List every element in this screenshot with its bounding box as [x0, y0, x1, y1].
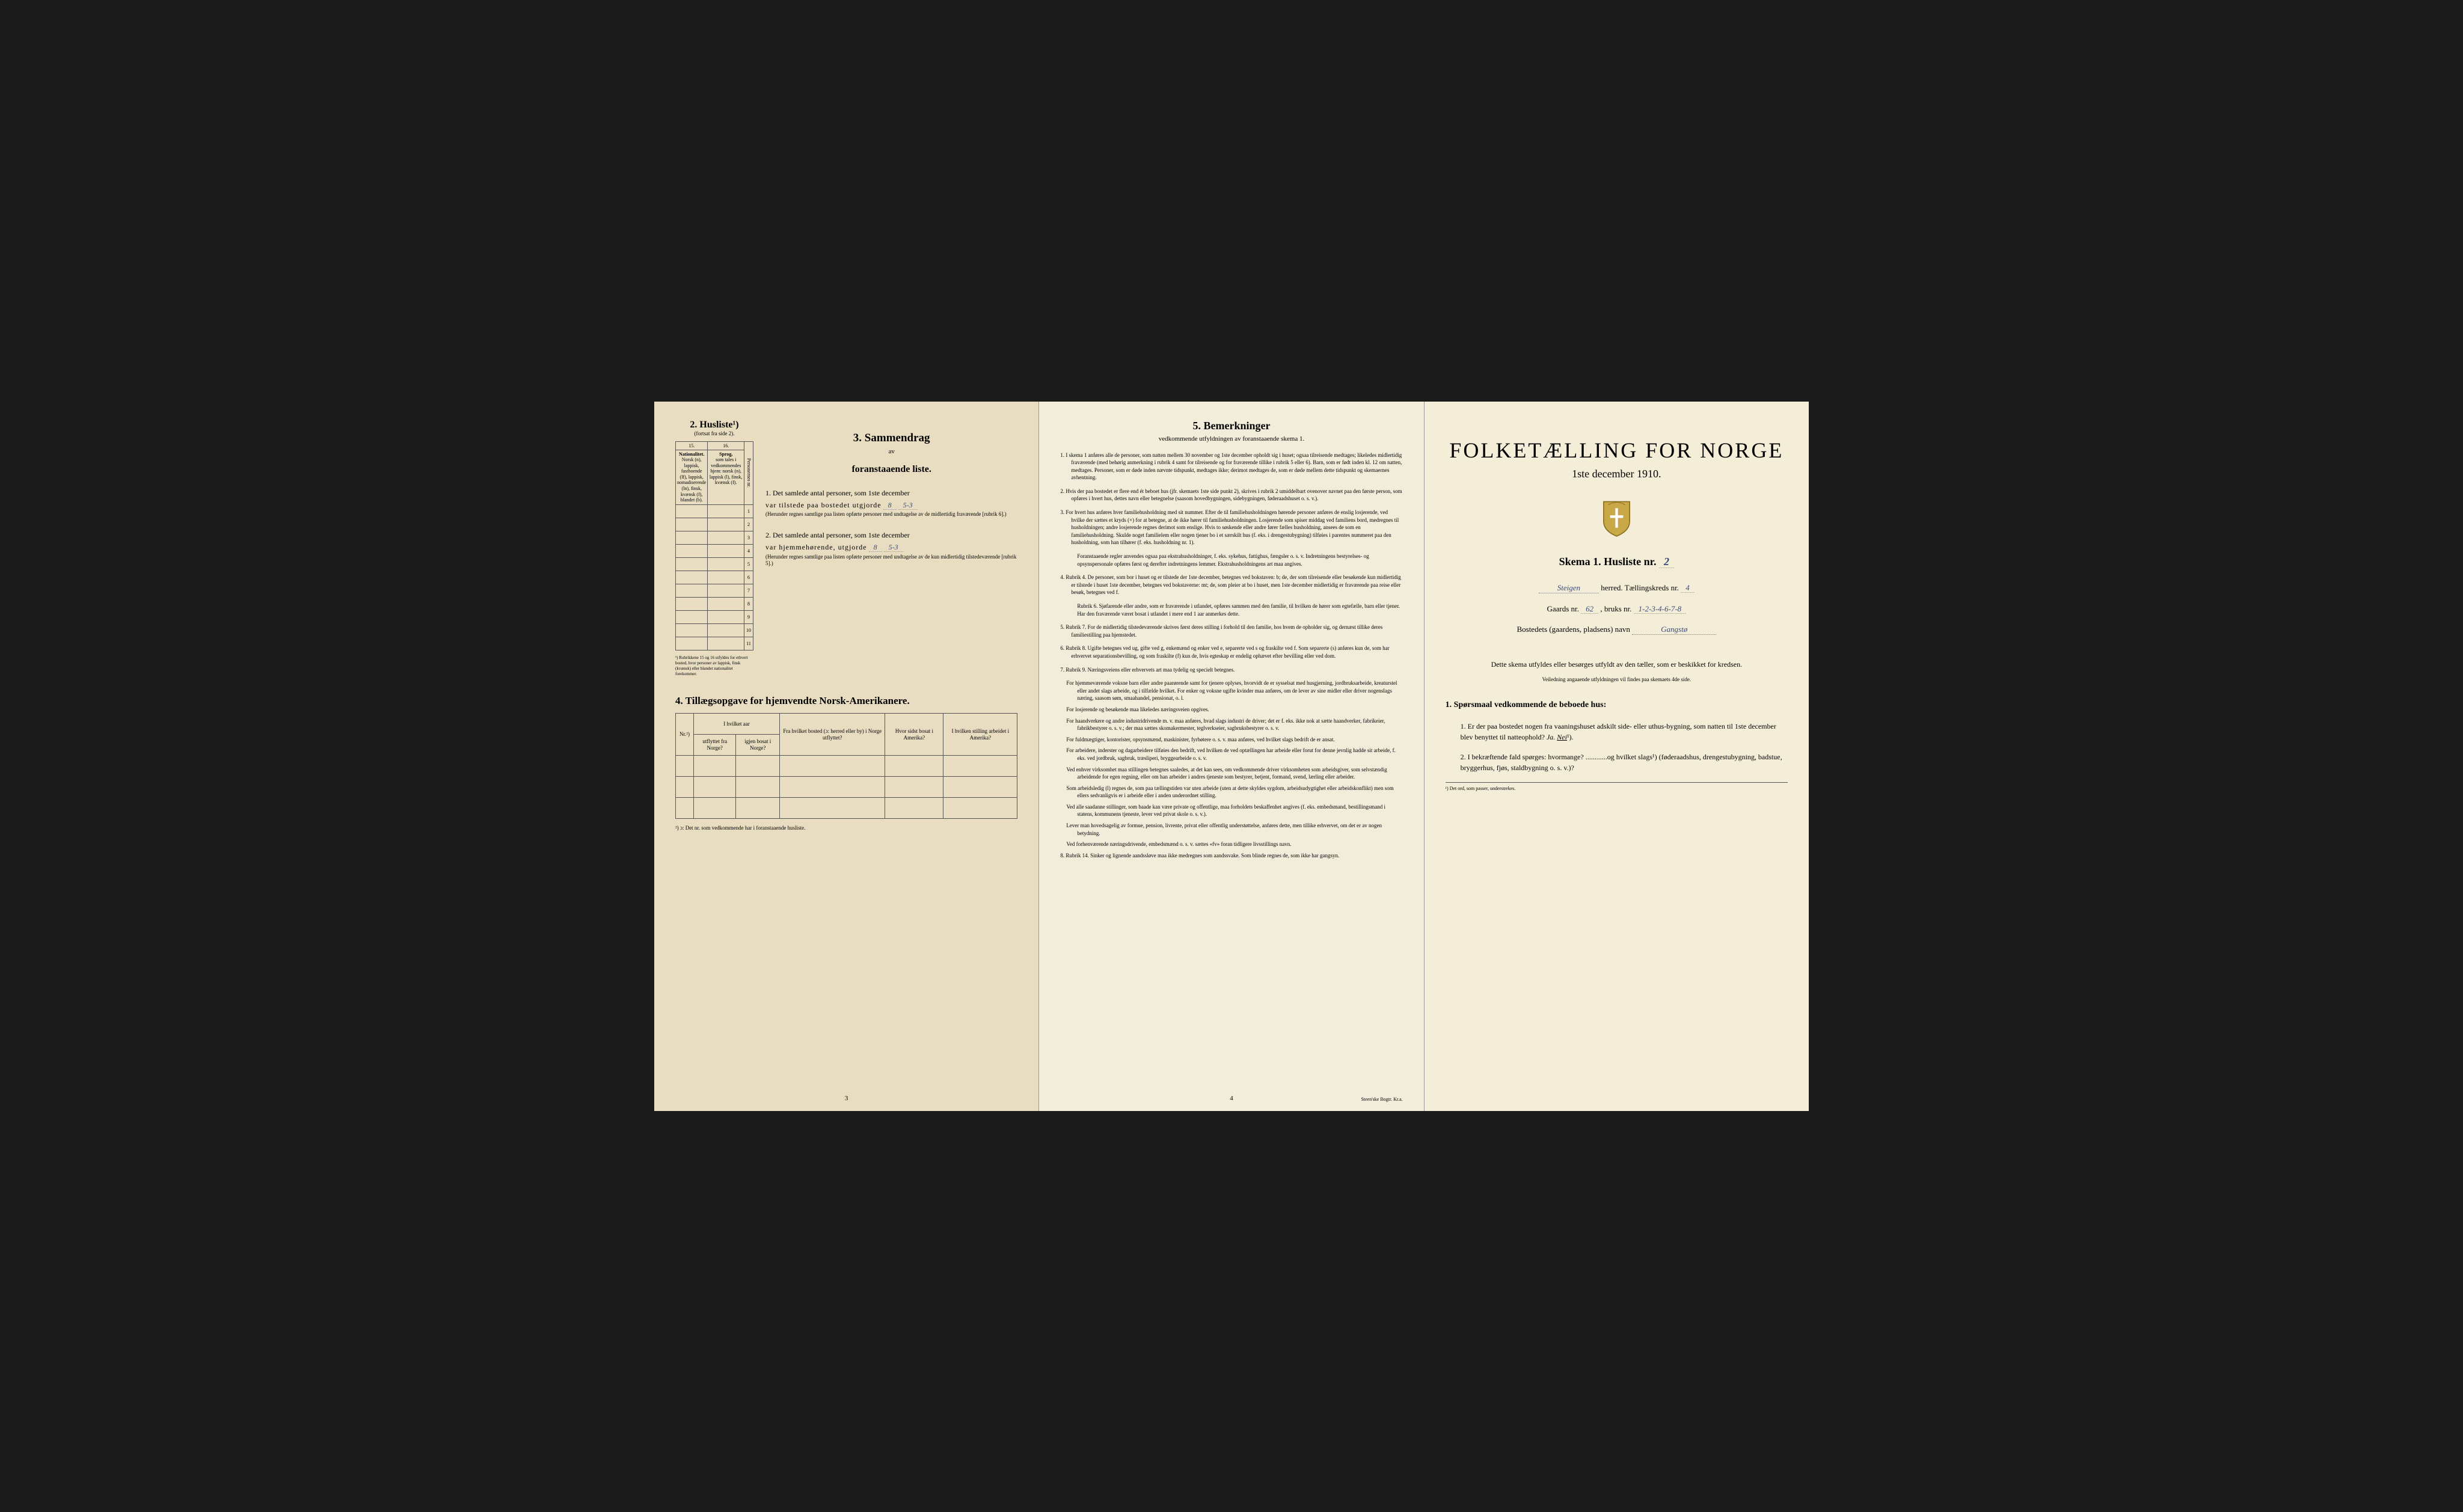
col-15-head: Nationalitet.Norsk (n), lappisk, fastboe…: [676, 450, 708, 504]
bemerkning-sub: For hjemmeværende voksne barn eller andr…: [1060, 679, 1402, 702]
table-row: 1: [744, 504, 753, 518]
coat-of-arms-icon: [1446, 498, 1788, 540]
bemerkning-sub: Ved forhenværende næringsdrivende, embed…: [1060, 840, 1402, 848]
sammendrag-title: 3. Sammendrag: [765, 432, 1017, 445]
sammendrag-item-1: 1. Det samlede antal personer, som 1ste …: [765, 487, 1017, 518]
col-16-head: Sprog,som tales i vedkommendes hjem: nor…: [708, 450, 744, 504]
bemerkning-item: 1. I skema 1 anføres alle de personer, s…: [1060, 451, 1402, 482]
col-side: Personernes nr.: [744, 441, 753, 504]
bemerkninger-title: 5. Bemerkninger: [1060, 420, 1402, 432]
page-number: 4: [1230, 1095, 1233, 1102]
bosted-line: Bostedets (gaardens, pladsens) navn Gang…: [1446, 625, 1788, 635]
col-15-num: 15.: [676, 441, 708, 450]
tillaeg-title: 4. Tillægsopgave for hjemvendte Norsk-Am…: [675, 695, 1017, 707]
bemerkninger-subtitle: vedkommende utfyldningen av foranstaaend…: [1060, 435, 1402, 442]
intro-text: Dette skema utfyldes eller besørges utfy…: [1446, 659, 1788, 670]
th-bosted: Fra hvilket bosted (ɔ: herred eller by) …: [780, 714, 885, 756]
tillaeg-table: Nr.²) I hvilket aar Fra hvilket bosted (…: [675, 713, 1017, 819]
sporsmaal-title: 1. Spørsmaal vedkommende de beboede hus:: [1446, 699, 1788, 712]
table-row: 10: [744, 623, 753, 637]
husliste-title: 2. Husliste¹): [675, 420, 753, 430]
table-row: 2: [744, 518, 753, 531]
bemerkning-item: 2. Hvis der paa bostedet er flere end ét…: [1060, 488, 1402, 503]
sammendrag-av: av: [765, 448, 1017, 455]
bemerkning-sub: For arbeidere, inderster og dagarbeidere…: [1060, 747, 1402, 762]
table-row: 3: [744, 531, 753, 544]
table-row: 11: [744, 637, 753, 650]
husliste-footnote: ¹) Rubrikkene 15 og 16 utfyldes for ethv…: [675, 655, 753, 677]
col-16-num: 16.: [708, 441, 744, 450]
table-row: 6: [744, 571, 753, 584]
bruks-value: 1-2-3-4-6-7-8: [1634, 604, 1686, 614]
page-right: FOLKETÆLLING FOR NORGE 1ste december 191…: [1425, 402, 1809, 1111]
printer-note: Steen'ske Bogtr. Kr.a.: [1361, 1097, 1402, 1102]
bemerkning-item: 5. Rubrik 7. For de midlertidig tilstede…: [1060, 623, 1402, 638]
table-row: 9: [744, 610, 753, 623]
table-row: 4: [744, 544, 753, 557]
th-nr: Nr.²): [676, 714, 694, 756]
bemerkning-sub: Lever man hovedsagelig av formue, pensio…: [1060, 822, 1402, 837]
th-aar: I hvilket aar: [694, 714, 780, 735]
th-amerika: Hvor sidst bosat i Amerika?: [885, 714, 943, 756]
th-stilling: I hvilken stilling arbeidet i Amerika?: [943, 714, 1017, 756]
page-number: 3: [845, 1095, 848, 1102]
sammendrag-section: 3. Sammendrag av foranstaaende liste. 1.…: [765, 420, 1017, 678]
herred-line: Steigen herred. Tællingskreds nr. 4: [1446, 583, 1788, 593]
tillaeg-section: 4. Tillægsopgave for hjemvendte Norsk-Am…: [675, 695, 1017, 832]
husliste-table: 15. 16. Personernes nr. Nationalitet.Nor…: [675, 441, 753, 650]
bemerkning-sub: Som arbeidsledig (l) regnes de, som paa …: [1060, 785, 1402, 800]
table-row: 5: [744, 557, 753, 571]
bemerkning-sub: For losjerende og besøkende maa likelede…: [1060, 706, 1402, 714]
husliste-subtitle: (fortsat fra side 2).: [675, 430, 753, 436]
kreds-value: 4: [1681, 583, 1695, 593]
bosted-value: Gangstø: [1632, 625, 1716, 635]
page3-footnote: ¹) Det ord, som passer, understrekes.: [1446, 782, 1788, 791]
bemerkning-sub: Foranstaaende regler anvendes ogsaa paa …: [1060, 552, 1402, 568]
hjemme-note: 5-3: [884, 543, 903, 552]
sporsmaal-list: 1. Er der paa bostedet nogen fra vaaning…: [1446, 721, 1788, 773]
q1-answer: Nei: [1557, 733, 1567, 741]
document-spread: 2. Husliste¹) (fortsat fra side 2). 15. …: [654, 402, 1809, 1111]
census-date: 1ste december 1910.: [1446, 468, 1788, 480]
census-title: FOLKETÆLLING FOR NORGE: [1446, 438, 1788, 463]
table-row: 8: [744, 597, 753, 610]
intro-sub: Veiledning angaaende utfyldningen vil fi…: [1446, 675, 1788, 684]
bemerkning-item: 8. Rubrik 14. Sinker og lignende aandssl…: [1060, 852, 1402, 860]
tilstede-value: 8: [883, 501, 897, 510]
th-igjen: igjen bosat i Norge?: [736, 735, 780, 756]
husliste-nr-value: 2: [1659, 556, 1674, 568]
bemerkning-item: 4. Rubrik 4. De personer, som bor i huse…: [1060, 574, 1402, 596]
bemerkning-sub: Rubrik 6. Sjøfarende eller andre, som er…: [1060, 602, 1402, 617]
bemerkninger-list: 1. I skema 1 anføres alle de personer, s…: [1060, 451, 1402, 860]
skema-line: Skema 1. Husliste nr. 2: [1446, 556, 1788, 568]
table-row: 7: [744, 584, 753, 597]
bemerkning-sub: Ved enhver virksomhet maa stillingen bet…: [1060, 766, 1402, 781]
gaards-line: Gaards nr. 62 , bruks nr. 1-2-3-4-6-7-8: [1446, 604, 1788, 614]
gaards-value: 62: [1581, 604, 1598, 614]
page-middle: 5. Bemerkninger vedkommende utfyldningen…: [1039, 402, 1424, 1111]
tillaeg-footnote: ²) ɔ: Det nr. som vedkommende har i fora…: [675, 825, 1017, 832]
sammendrag-item-2: 2. Det samlede antal personer, som 1ste …: [765, 529, 1017, 568]
bemerkning-sub: For fuldmægtiger, kontorister, opsynsmæn…: [1060, 736, 1402, 744]
bemerkning-sub: For haandverkere og andre industridriven…: [1060, 717, 1402, 732]
bemerkning-item: 7. Rubrik 9. Næringsveiens eller erhverv…: [1060, 666, 1402, 674]
question-2: 2. I bekræftende fald spørges: hvormange…: [1461, 751, 1788, 773]
bemerkning-item: 3. For hvert hus anføres hver familiehus…: [1060, 509, 1402, 546]
hjemme-value: 8: [869, 543, 882, 552]
herred-value: Steigen: [1539, 583, 1599, 593]
th-utflyttet: utflyttet fra Norge?: [694, 735, 736, 756]
husliste-section: 2. Husliste¹) (fortsat fra side 2). 15. …: [675, 420, 753, 678]
bemerkning-sub: Ved alle saadanne stillinger, som baade …: [1060, 803, 1402, 818]
bemerkning-item: 6. Rubrik 8. Ugifte betegnes ved ug, gif…: [1060, 644, 1402, 660]
tilstede-note: 5-3: [898, 501, 918, 510]
sammendrag-subtitle: foranstaaende liste.: [765, 464, 1017, 475]
question-1: 1. Er der paa bostedet nogen fra vaaning…: [1461, 721, 1788, 742]
page-left: 2. Husliste¹) (fortsat fra side 2). 15. …: [654, 402, 1039, 1111]
